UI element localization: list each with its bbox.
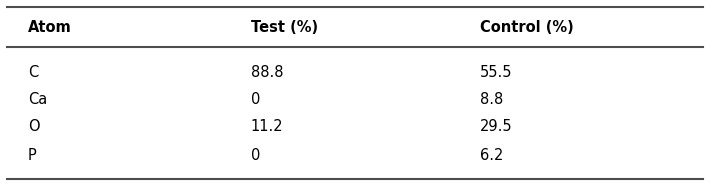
Text: 88.8: 88.8 <box>251 65 283 80</box>
Text: P: P <box>28 148 37 163</box>
Text: 6.2: 6.2 <box>480 148 503 163</box>
Text: Ca: Ca <box>28 92 48 107</box>
Text: Test (%): Test (%) <box>251 20 318 35</box>
Text: Control (%): Control (%) <box>480 20 574 35</box>
Text: 29.5: 29.5 <box>480 119 513 134</box>
Text: 0: 0 <box>251 92 260 107</box>
Text: O: O <box>28 119 40 134</box>
Text: 11.2: 11.2 <box>251 119 283 134</box>
Text: 8.8: 8.8 <box>480 92 503 107</box>
Text: 0: 0 <box>251 148 260 163</box>
Text: 55.5: 55.5 <box>480 65 513 80</box>
Text: C: C <box>28 65 38 80</box>
Text: Atom: Atom <box>28 20 72 35</box>
